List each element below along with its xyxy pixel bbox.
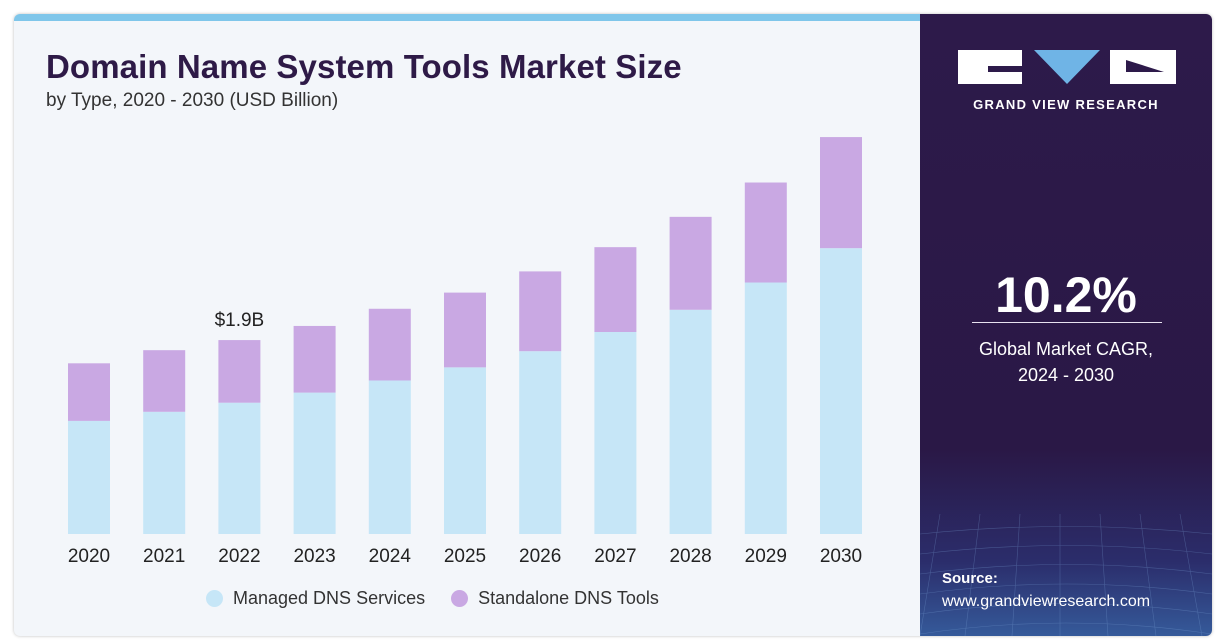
x-tick-label-2025: 2025: [444, 546, 486, 567]
bar-standalone-2024: [368, 308, 411, 381]
x-tick-label-2028: 2028: [669, 546, 711, 567]
legend-item-standalone: Standalone DNS Tools: [451, 588, 659, 609]
bar-standalone-2029: [744, 182, 787, 283]
bar-managed-2029: [744, 282, 787, 534]
chart-subtitle: by Type, 2020 - 2030 (USD Billion): [46, 90, 339, 111]
bar-standalone-2021: [143, 350, 186, 412]
side-panel: GRAND VIEW RESEARCH 10.2% Global Market …: [920, 14, 1212, 636]
x-tick-label-2030: 2030: [820, 546, 862, 567]
cagr-divider: [972, 322, 1162, 323]
chart-area: Domain Name System Tools Market Size by …: [14, 14, 920, 636]
bar-managed-2025: [444, 367, 486, 534]
x-tick-label-2022: 2022: [218, 546, 260, 567]
bar-standalone-2027: [594, 247, 637, 332]
legend-swatch-managed: [206, 590, 223, 607]
legend: Managed DNS Services Standalone DNS Tool…: [206, 588, 659, 609]
cagr-label-line1: Global Market CAGR,: [978, 339, 1154, 359]
data-label-2022: $1.9B: [215, 310, 265, 331]
bar-managed-2021: [143, 411, 186, 534]
decorative-mesh: [920, 513, 1212, 636]
x-tick-label-2020: 2020: [68, 546, 110, 567]
cagr-label-line2: 2024 - 2030: [1017, 365, 1115, 385]
x-tick-label-2024: 2024: [369, 546, 412, 567]
bar-standalone-2030: [820, 137, 862, 249]
bar-standalone-2020: [68, 363, 110, 421]
legend-swatch-standalone: [451, 590, 469, 607]
bar-standalone-2028: [669, 216, 712, 310]
top-accent-bar: [14, 14, 920, 21]
grand-view-research-logo: [958, 50, 1176, 84]
cagr-value: 10.2%: [995, 267, 1137, 323]
legend-item-managed: Managed DNS Services: [206, 588, 425, 609]
bar-standalone-2023: [293, 325, 336, 393]
source-url[interactable]: www.grandviewresearch.com: [942, 593, 1151, 610]
bar-managed-2020: [68, 420, 110, 534]
bar-standalone-2026: [519, 271, 562, 352]
x-tick-label-2027: 2027: [594, 546, 636, 567]
bar-chart: 2020 2021 2022 2023 2024 2025 2026 2027 2028 2029…: [68, 137, 862, 567]
bar-managed-2024: [368, 380, 411, 534]
x-tick-label-2023: 2023: [293, 546, 335, 567]
chart-card: Domain Name System Tools Market Size by …: [14, 14, 1212, 636]
legend-label-managed: Managed DNS Services: [233, 588, 426, 608]
chart-title: Domain Name System Tools Market Size: [46, 48, 682, 85]
bar-managed-2026: [519, 351, 562, 534]
bar-managed-2030: [820, 248, 862, 535]
brand-name: GRAND VIEW RESEARCH: [973, 97, 1159, 112]
bar-standalone-2022: [218, 340, 261, 403]
x-tick-label-2021: 2021: [143, 546, 185, 567]
bar-managed-2023: [293, 392, 336, 534]
x-tick-label-2026: 2026: [519, 546, 561, 567]
source-label: Source:: [942, 570, 998, 587]
bar-standalone-2025: [444, 292, 486, 368]
legend-label-standalone: Standalone DNS Tools: [478, 588, 659, 608]
bar-managed-2027: [594, 332, 637, 534]
bar-managed-2028: [669, 309, 712, 534]
bar-managed-2022: [218, 402, 261, 534]
cagr-label: Global Market CAGR, 2024 - 2030: [920, 336, 1212, 388]
x-tick-label-2029: 2029: [745, 546, 787, 567]
